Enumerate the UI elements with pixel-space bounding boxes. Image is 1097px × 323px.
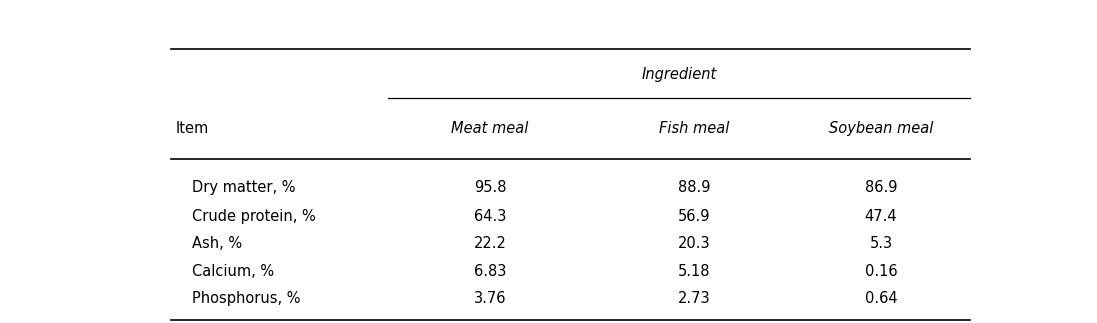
Text: 5.3: 5.3 [870,236,893,251]
Text: 47.4: 47.4 [864,209,897,224]
Text: 2.73: 2.73 [678,291,710,306]
Text: 5.18: 5.18 [678,264,710,279]
Text: 20.3: 20.3 [678,236,710,251]
Text: 0.64: 0.64 [864,291,897,306]
Text: Crude protein, %: Crude protein, % [192,209,316,224]
Text: Phosphorus, %: Phosphorus, % [192,291,301,306]
Text: 22.2: 22.2 [474,236,507,251]
Text: Fish meal: Fish meal [659,121,730,136]
Text: Soybean meal: Soybean meal [829,121,934,136]
Text: Item: Item [176,121,208,136]
Text: 86.9: 86.9 [864,181,897,195]
Text: 0.16: 0.16 [864,264,897,279]
Text: 64.3: 64.3 [474,209,506,224]
Text: Dry matter, %: Dry matter, % [192,181,296,195]
Text: Calcium, %: Calcium, % [192,264,274,279]
Text: 56.9: 56.9 [678,209,710,224]
Text: 6.83: 6.83 [474,264,506,279]
Text: Ingredient: Ingredient [642,67,716,82]
Text: 3.76: 3.76 [474,291,506,306]
Text: Ash, %: Ash, % [192,236,242,251]
Text: 88.9: 88.9 [678,181,710,195]
Text: Meat meal: Meat meal [451,121,529,136]
Text: 95.8: 95.8 [474,181,506,195]
